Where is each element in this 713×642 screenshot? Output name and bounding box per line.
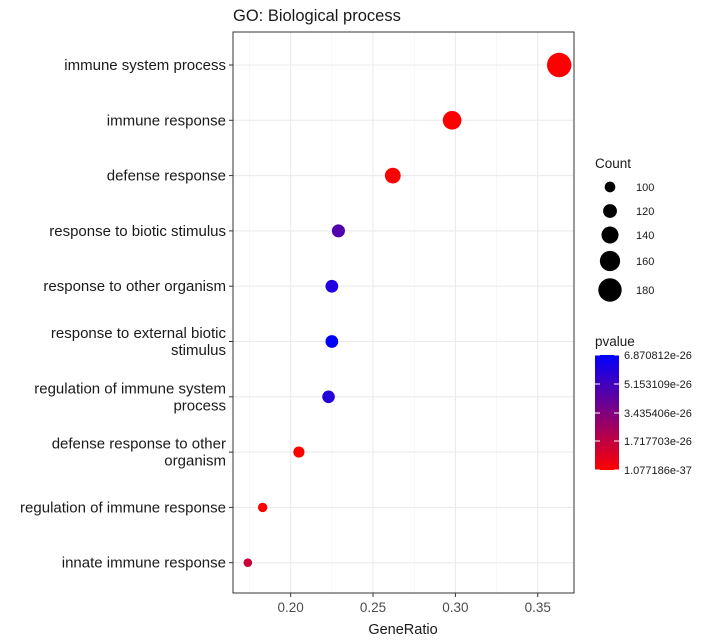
x-axis-title: GeneRatio bbox=[368, 622, 437, 638]
color-legend-label: 1.717703e-26 bbox=[624, 436, 692, 448]
y-axis-labels: immune system process immune response defe… bbox=[20, 57, 226, 572]
chart-title: GO: Biological process bbox=[233, 7, 401, 25]
data-point bbox=[322, 390, 335, 404]
data-point bbox=[243, 558, 253, 567]
data-point bbox=[257, 502, 268, 513]
y-axis-label: regulation of immune system process bbox=[34, 380, 226, 414]
data-point bbox=[331, 224, 345, 238]
size-legend-label: 120 bbox=[636, 206, 654, 218]
x-axis-tick-label: 0.20 bbox=[278, 600, 304, 615]
color-legend-label: 6.870812e-26 bbox=[624, 350, 692, 362]
size-legend-label: 100 bbox=[636, 182, 654, 194]
y-axis-label: response to external biotic stimulus bbox=[51, 325, 227, 359]
data-point bbox=[546, 52, 572, 78]
size-legend-dot bbox=[604, 181, 616, 193]
plot-panel-border bbox=[232, 31, 575, 594]
size-legend-dot bbox=[598, 278, 622, 302]
y-axis-ticks bbox=[229, 64, 233, 564]
size-legend-label: 140 bbox=[636, 230, 654, 242]
data-point bbox=[325, 279, 339, 293]
size-legend-label: 160 bbox=[636, 256, 654, 268]
data-point bbox=[442, 110, 462, 130]
plot-gridlines bbox=[233, 32, 574, 593]
y-axis-label: immune response bbox=[107, 112, 226, 129]
color-legend: 6.870812e-26 5.153109e-26 3.435406e-26 1.71… bbox=[595, 350, 692, 477]
size-legend-dot bbox=[601, 226, 619, 244]
data-point bbox=[325, 335, 339, 348]
data-point bbox=[293, 446, 305, 458]
size-legend-label: 180 bbox=[636, 285, 654, 297]
y-axis-label: defense response bbox=[107, 168, 226, 185]
x-axis-tick-label: 0.35 bbox=[525, 600, 551, 615]
color-legend-label: 3.435406e-26 bbox=[624, 408, 692, 420]
size-legend: 100 120 140 160 180 bbox=[598, 181, 654, 302]
x-axis-tick-label: 0.25 bbox=[360, 600, 386, 615]
size-legend-dot bbox=[603, 204, 617, 218]
y-axis-label: immune system process bbox=[64, 57, 226, 74]
color-legend-title: pvalue bbox=[595, 334, 635, 349]
y-axis-label: response to biotic stimulus bbox=[49, 223, 226, 240]
data-point bbox=[384, 167, 401, 184]
color-legend-label: 5.153109e-26 bbox=[624, 379, 692, 391]
x-axis: 0.20 0.25 0.30 0.35 bbox=[278, 593, 551, 615]
y-axis-label: innate immune response bbox=[62, 555, 226, 572]
color-legend-label: 1.077186e-37 bbox=[624, 465, 692, 477]
size-legend-title: Count bbox=[595, 156, 631, 171]
y-axis-label: defense response to other organism bbox=[52, 436, 226, 470]
data-points bbox=[243, 52, 572, 567]
x-axis-tick-label: 0.30 bbox=[442, 600, 468, 615]
size-legend-dot bbox=[599, 250, 621, 272]
y-axis-label: regulation of immune response bbox=[20, 499, 226, 516]
y-axis-label: response to other organism bbox=[43, 278, 226, 295]
